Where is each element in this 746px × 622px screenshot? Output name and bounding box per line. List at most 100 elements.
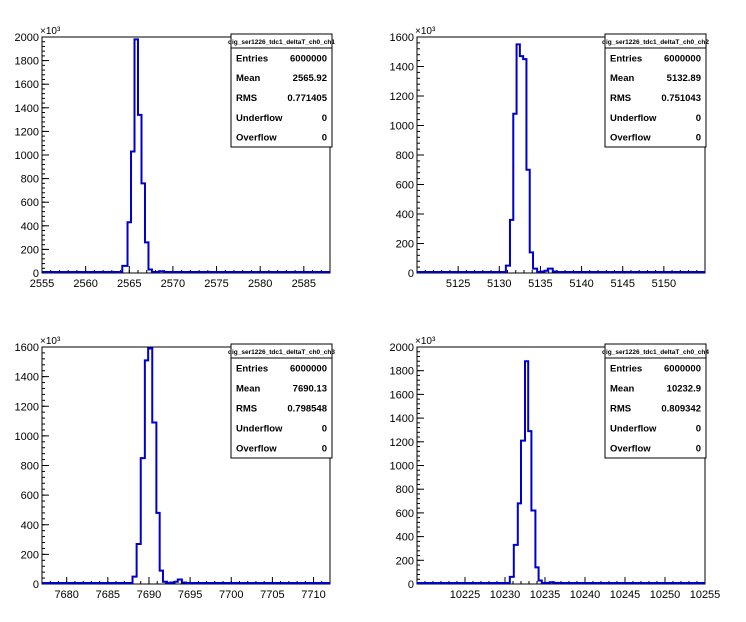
y-tick-label: 800 bbox=[396, 484, 414, 496]
y-tick-label: 0 bbox=[33, 268, 39, 280]
x-tick-label: 7700 bbox=[219, 589, 243, 601]
y-tick-label: 600 bbox=[21, 490, 39, 502]
x-tick-label: 7695 bbox=[178, 589, 202, 601]
histogram-bin bbox=[526, 170, 529, 273]
histogram-bin bbox=[533, 269, 537, 273]
y-tick-label: 1400 bbox=[390, 413, 414, 425]
y-tick-label: 1600 bbox=[15, 342, 39, 354]
histogram-bin bbox=[141, 183, 144, 273]
histogram-line bbox=[417, 360, 705, 584]
histogram-bin bbox=[513, 114, 516, 273]
histogram-bin bbox=[530, 252, 533, 273]
x-tick-label: 10225 bbox=[450, 589, 481, 601]
x-tick-label: 10250 bbox=[650, 589, 681, 601]
histogram-bin bbox=[152, 423, 156, 584]
y-exponent-label: ×10³ bbox=[415, 26, 436, 37]
histogram-bin bbox=[510, 220, 513, 273]
x-tick-label: 2575 bbox=[204, 278, 228, 290]
stat-value-underflow: 0 bbox=[696, 113, 701, 124]
y-tick-label: 1200 bbox=[390, 91, 414, 103]
histogram-bin bbox=[133, 577, 137, 584]
y-tick-label: 1000 bbox=[15, 431, 39, 443]
histogram-title: dig_ser1226_tdc1_deltaT_ch0_ch1 bbox=[228, 39, 335, 46]
stat-label-overflow: Overflow bbox=[610, 444, 651, 455]
stat-value-mean: 2565.92 bbox=[293, 73, 327, 84]
stat-label-underflow: Underflow bbox=[610, 113, 657, 124]
histogram-bin bbox=[145, 360, 148, 584]
y-tick-label: 1200 bbox=[15, 401, 39, 413]
stats-box: dig_ser1226_tdc1_deltaT_ch0_ch1 Entries 60… bbox=[228, 33, 335, 148]
x-tick-label: 5130 bbox=[487, 278, 511, 290]
histogram-bin bbox=[159, 271, 164, 273]
x-tick-label: 10240 bbox=[570, 589, 601, 601]
histogram-bin bbox=[131, 151, 134, 273]
y-tick-label: 1200 bbox=[390, 437, 414, 449]
histogram-bin bbox=[531, 511, 535, 584]
stat-label-overflow: Overflow bbox=[236, 133, 277, 144]
x-tick-label: 5140 bbox=[569, 278, 593, 290]
histogram-bin bbox=[141, 458, 145, 584]
y-tick-label: 200 bbox=[21, 549, 39, 561]
x-tick-label: 5145 bbox=[610, 278, 634, 290]
x-tick-label: 10245 bbox=[610, 589, 641, 601]
x-tick-label: 7710 bbox=[301, 589, 325, 601]
histogram-bin bbox=[517, 44, 520, 273]
stats-box-frame bbox=[604, 343, 707, 459]
histogram-bin bbox=[545, 271, 548, 273]
histogram-bin bbox=[135, 39, 138, 273]
x-tick-label: 5150 bbox=[652, 278, 676, 290]
histogram-bin bbox=[553, 272, 557, 273]
stat-value-mean: 5132.89 bbox=[667, 73, 701, 84]
histogram-bin bbox=[540, 272, 544, 273]
stats-box-frame bbox=[230, 343, 333, 459]
stat-value-rms: 0.751043 bbox=[661, 93, 701, 104]
histogram-bin bbox=[182, 583, 186, 584]
y-tick-label: 200 bbox=[396, 239, 414, 251]
stats-box: dig_ser1226_tdc1_deltaT_ch0_ch3 Entries 60… bbox=[228, 343, 335, 459]
x-tick-label: 7690 bbox=[137, 589, 161, 601]
x-tick-label: 5125 bbox=[446, 278, 470, 290]
histogram-line bbox=[417, 43, 705, 273]
histogram-bin bbox=[510, 577, 514, 584]
stat-label-rms: RMS bbox=[610, 93, 631, 104]
y-tick-label: 400 bbox=[21, 520, 39, 532]
histogram-bin bbox=[148, 269, 151, 273]
histogram-bin bbox=[167, 583, 170, 584]
histogram-bin bbox=[137, 544, 141, 584]
histogram-bin bbox=[554, 583, 558, 584]
stat-label-overflow: Overflow bbox=[236, 444, 277, 455]
histogram-bin bbox=[170, 583, 174, 584]
histogram-bin bbox=[122, 266, 127, 273]
stat-label-mean: Mean bbox=[236, 384, 260, 395]
stat-label-underflow: Underflow bbox=[610, 424, 657, 435]
histogram-line bbox=[42, 347, 330, 584]
stat-label-entries: Entries bbox=[610, 53, 642, 64]
histogram-bin bbox=[145, 242, 148, 273]
histogram-line bbox=[42, 38, 330, 273]
histogram-bin bbox=[550, 582, 554, 584]
stats-box-frame bbox=[230, 33, 333, 148]
y-tick-label: 2000 bbox=[15, 32, 39, 44]
x-tick-label: 7705 bbox=[260, 589, 284, 601]
stat-label-rms: RMS bbox=[236, 404, 257, 415]
y-tick-label: 1400 bbox=[15, 372, 39, 384]
stat-label-entries: Entries bbox=[610, 364, 642, 375]
x-tick-label: 5135 bbox=[528, 278, 552, 290]
histogram-bin bbox=[528, 431, 531, 584]
stat-value-overflow: 0 bbox=[322, 133, 327, 144]
histogram-bin bbox=[539, 580, 542, 584]
stat-label-underflow: Underflow bbox=[236, 424, 283, 435]
stat-value-overflow: 0 bbox=[696, 444, 701, 455]
histogram-bin bbox=[174, 582, 177, 584]
stats-box: dig_ser1226_tdc1_deltaT_ch0_ch2 Entries 60… bbox=[602, 33, 709, 148]
stat-value-mean: 7690.13 bbox=[293, 384, 327, 395]
stat-label-entries: Entries bbox=[236, 364, 268, 375]
x-tick-label: 2565 bbox=[117, 278, 141, 290]
histogram-panel-3: 7680 7685 7690 7695 7700 7705 7710 0 200 400 600 80… bbox=[15, 336, 336, 601]
histogram-panel-4: 10225 10230 10235 10240 10245 10250 10255 0 200 4… bbox=[390, 336, 721, 601]
stat-label-entries: Entries bbox=[236, 53, 268, 64]
histogram-bin bbox=[164, 272, 167, 273]
histogram-bin bbox=[156, 513, 159, 584]
stat-value-mean: 10232.9 bbox=[667, 384, 701, 395]
